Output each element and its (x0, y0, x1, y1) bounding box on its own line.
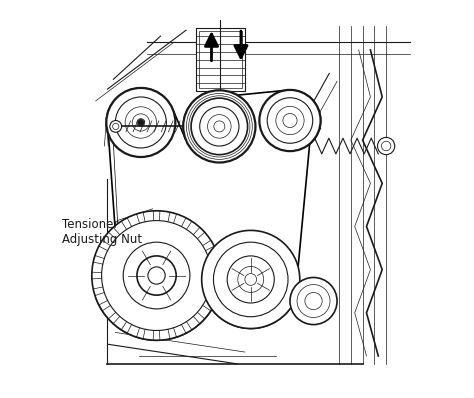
Circle shape (132, 114, 149, 131)
Circle shape (214, 121, 225, 132)
Bar (196, 28, 245, 91)
Circle shape (200, 107, 239, 146)
Circle shape (227, 256, 274, 303)
Circle shape (213, 242, 288, 317)
Circle shape (267, 98, 313, 143)
Circle shape (115, 97, 166, 148)
Circle shape (106, 88, 175, 157)
Circle shape (138, 119, 144, 126)
Circle shape (208, 115, 231, 138)
Text: Tensioner
Adjusting Nut: Tensioner Adjusting Nut (63, 219, 143, 246)
Circle shape (110, 121, 122, 132)
Circle shape (191, 98, 247, 155)
Circle shape (245, 273, 256, 285)
Circle shape (137, 119, 145, 127)
Circle shape (238, 267, 264, 293)
Circle shape (113, 123, 119, 129)
Circle shape (290, 277, 337, 325)
Circle shape (377, 137, 395, 155)
Circle shape (137, 256, 176, 295)
Circle shape (305, 293, 322, 310)
Circle shape (297, 285, 330, 318)
Circle shape (101, 220, 211, 330)
Circle shape (148, 267, 165, 284)
Circle shape (183, 90, 255, 162)
Circle shape (92, 211, 221, 340)
Circle shape (201, 230, 300, 328)
Circle shape (123, 242, 190, 309)
Circle shape (283, 113, 297, 128)
Circle shape (125, 107, 156, 138)
Bar (199, 31, 242, 88)
Circle shape (259, 90, 320, 151)
Circle shape (276, 106, 304, 135)
Circle shape (382, 141, 391, 151)
